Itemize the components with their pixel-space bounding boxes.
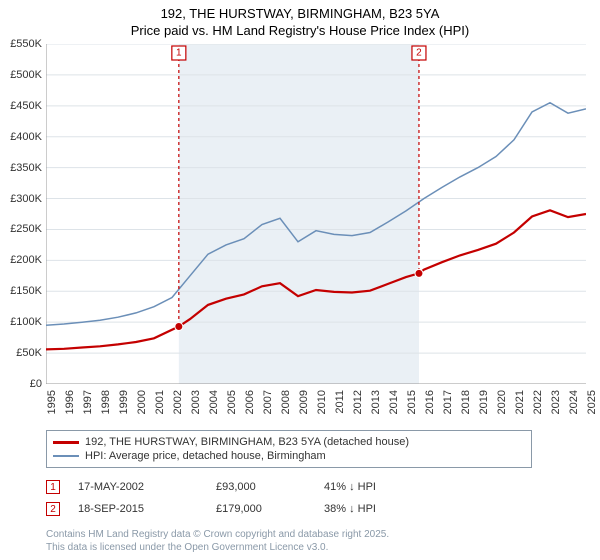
sale-row: 1 17-MAY-2002 £93,000 41% ↓ HPI	[46, 476, 586, 498]
y-tick-label: £400K	[10, 131, 42, 143]
x-tick-label: 2019	[478, 390, 490, 414]
x-tick-label: 2011	[334, 390, 346, 414]
x-tick-label: 2015	[406, 390, 418, 414]
sale-price: £93,000	[216, 481, 306, 493]
x-tick-label: 2023	[550, 390, 562, 414]
attribution-l2: This data is licensed under the Open Gov…	[46, 542, 389, 555]
y-tick-label: £250K	[10, 223, 42, 235]
y-tick-label: £550K	[10, 38, 42, 50]
x-tick-label: 2003	[190, 390, 202, 414]
legend-swatch-hpi	[53, 455, 79, 457]
sale-marker: 2	[46, 502, 60, 516]
chart-plot-area: 12	[46, 44, 586, 384]
x-tick-label: 1999	[118, 390, 130, 414]
x-tick-label: 2007	[262, 390, 274, 414]
x-tick-label: 2002	[172, 390, 184, 414]
x-tick-label: 2018	[460, 390, 472, 414]
x-tick-label: 2014	[388, 390, 400, 414]
title-subtitle: Price paid vs. HM Land Registry's House …	[0, 23, 600, 40]
x-tick-label: 2024	[568, 390, 580, 414]
x-tick-label: 1998	[100, 390, 112, 414]
x-tick-label: 2016	[424, 390, 436, 414]
sale-price: £179,000	[216, 503, 306, 515]
x-tick-label: 2010	[316, 390, 328, 414]
sale-diff: 38% ↓ HPI	[324, 503, 444, 515]
y-tick-label: £50K	[16, 347, 42, 359]
x-tick-label: 2005	[226, 390, 238, 414]
y-tick-label: £0	[30, 378, 42, 390]
legend: 192, THE HURSTWAY, BIRMINGHAM, B23 5YA (…	[46, 430, 532, 468]
attribution-l1: Contains HM Land Registry data © Crown c…	[46, 529, 389, 542]
legend-swatch-price	[53, 441, 79, 444]
x-tick-label: 2000	[136, 390, 148, 414]
x-tick-label: 2004	[208, 390, 220, 414]
x-tick-label: 2006	[244, 390, 256, 414]
x-tick-label: 1997	[82, 390, 94, 414]
x-tick-label: 2025	[586, 390, 598, 414]
legend-row-hpi: HPI: Average price, detached house, Birm…	[53, 449, 525, 463]
legend-row-price: 192, THE HURSTWAY, BIRMINGHAM, B23 5YA (…	[53, 435, 525, 449]
chart-title: 192, THE HURSTWAY, BIRMINGHAM, B23 5YA P…	[0, 0, 600, 40]
y-tick-label: £450K	[10, 100, 42, 112]
sale-row: 2 18-SEP-2015 £179,000 38% ↓ HPI	[46, 498, 586, 520]
x-tick-label: 2008	[280, 390, 292, 414]
sale-marker: 1	[46, 480, 60, 494]
y-tick-label: £200K	[10, 254, 42, 266]
y-tick-label: £150K	[10, 285, 42, 297]
x-tick-label: 2020	[496, 390, 508, 414]
x-tick-label: 2012	[352, 390, 364, 414]
x-tick-label: 2013	[370, 390, 382, 414]
x-tick-label: 2022	[532, 390, 544, 414]
svg-text:2: 2	[416, 48, 422, 59]
y-tick-label: £500K	[10, 69, 42, 81]
x-tick-label: 1995	[46, 390, 58, 414]
y-axis: £0£50K£100K£150K£200K£250K£300K£350K£400…	[0, 44, 46, 384]
sales-table: 1 17-MAY-2002 £93,000 41% ↓ HPI 2 18-SEP-2015…	[46, 476, 586, 520]
x-tick-label: 2021	[514, 390, 526, 414]
sale-diff: 41% ↓ HPI	[324, 481, 444, 493]
x-tick-label: 2001	[154, 390, 166, 414]
legend-label-hpi: HPI: Average price, detached house, Birm…	[85, 450, 326, 462]
legend-label-price: 192, THE HURSTWAY, BIRMINGHAM, B23 5YA (…	[85, 436, 409, 448]
y-tick-label: £350K	[10, 162, 42, 174]
svg-text:1: 1	[176, 48, 182, 59]
y-tick-label: £300K	[10, 193, 42, 205]
x-tick-label: 2009	[298, 390, 310, 414]
x-tick-label: 1996	[64, 390, 76, 414]
x-tick-label: 2017	[442, 390, 454, 414]
chart-svg: 12	[46, 44, 586, 384]
title-address: 192, THE HURSTWAY, BIRMINGHAM, B23 5YA	[0, 6, 600, 23]
attribution: Contains HM Land Registry data © Crown c…	[46, 529, 389, 554]
y-tick-label: £100K	[10, 316, 42, 328]
sale-date: 18-SEP-2015	[78, 503, 198, 515]
sale-date: 17-MAY-2002	[78, 481, 198, 493]
